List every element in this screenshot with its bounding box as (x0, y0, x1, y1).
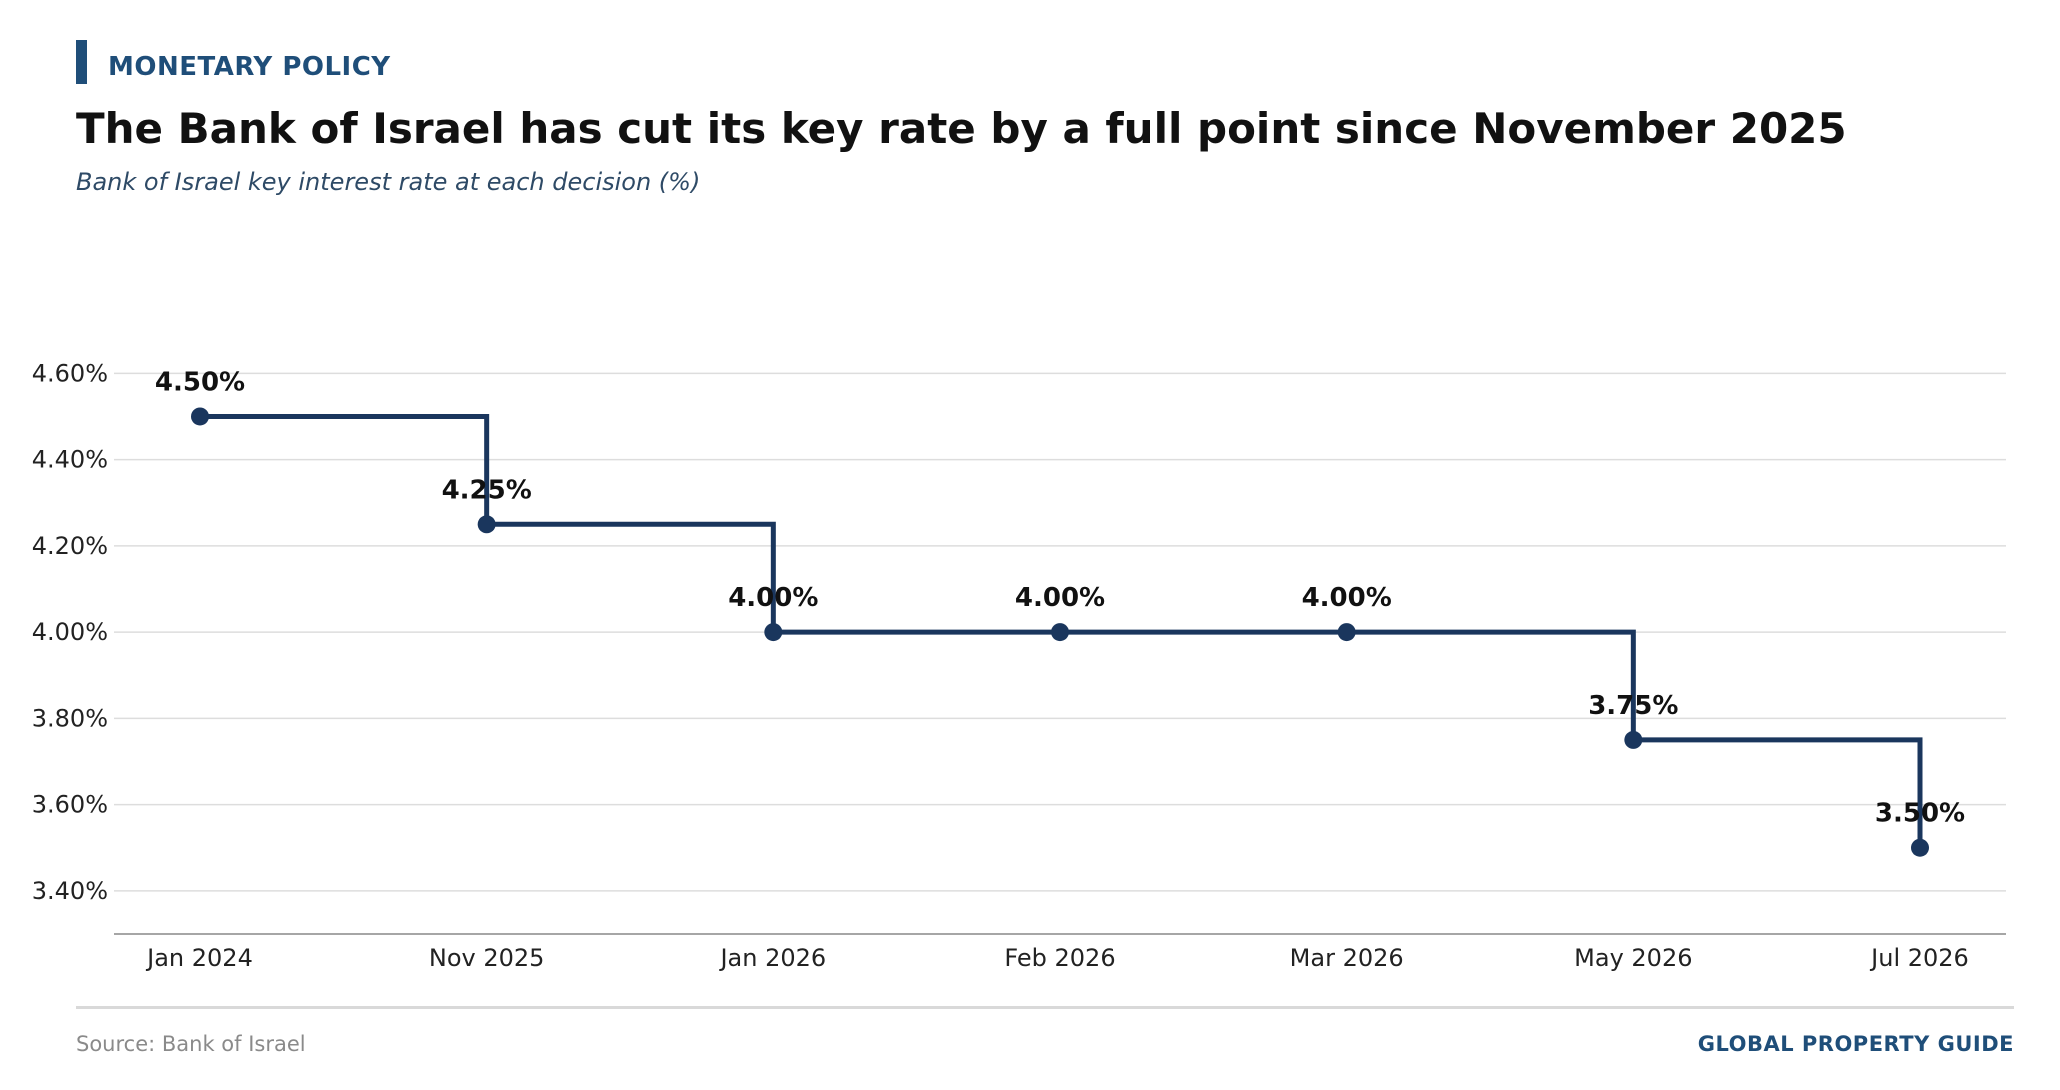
footer-divider (76, 1006, 2014, 1009)
data-labels: 4.50% 4.25% 4.00% 4.00% 4.00% 3.75% 3.50% (155, 367, 1965, 828)
kicker-label: MONETARY POLICY (108, 52, 391, 82)
y-tick-label: 4.60% (32, 359, 108, 387)
x-tick-label: Feb 2026 (1004, 944, 1115, 972)
x-tick-label: May 2026 (1574, 944, 1692, 972)
x-tick-label: Jan 2024 (145, 944, 253, 972)
data-point (191, 407, 209, 426)
data-point (1051, 623, 1069, 642)
x-axis-ticks: Jan 2024 Nov 2025 Jan 2026 Feb 2026 Mar 2026… (145, 944, 1969, 972)
y-tick-label: 4.00% (32, 618, 108, 646)
data-label: 4.00% (1015, 583, 1105, 613)
y-tick-label: 3.80% (32, 704, 108, 732)
data-label: 4.00% (1302, 583, 1392, 613)
chart-subtitle: Bank of Israel key interest rate at each… (76, 168, 701, 196)
data-point (477, 515, 496, 534)
y-tick-label: 4.40% (32, 446, 108, 474)
data-label: 4.25% (442, 475, 532, 505)
brand-logo: GLOBAL PROPERTY GUIDE (1697, 1032, 2014, 1056)
x-tick-label: Mar 2026 (1290, 944, 1404, 972)
data-label: 3.50% (1875, 799, 1965, 829)
data-point (1337, 623, 1356, 642)
data-point (1624, 730, 1643, 749)
data-points (191, 407, 1929, 857)
data-point (1911, 838, 1929, 857)
source-note: Source: Bank of Israel (76, 1032, 306, 1056)
x-tick-label: Jan 2026 (718, 944, 826, 972)
data-label: 4.00% (728, 583, 818, 613)
x-tick-label: Jul 2026 (1869, 944, 1969, 972)
kicker-accent-bar (76, 40, 87, 84)
x-tick-label: Nov 2025 (429, 944, 545, 972)
y-axis-ticks: 3.40% 3.60% 3.80% 4.00% 4.20% 4.40% 4.60% (32, 359, 108, 905)
chart-title: The Bank of Israel has cut its key rate … (76, 104, 1847, 153)
data-label: 4.50% (155, 367, 245, 397)
y-tick-label: 3.40% (32, 877, 108, 905)
y-tick-label: 3.60% (32, 791, 108, 819)
data-point (764, 623, 783, 642)
data-label: 3.75% (1588, 691, 1678, 721)
y-tick-label: 4.20% (32, 532, 108, 560)
